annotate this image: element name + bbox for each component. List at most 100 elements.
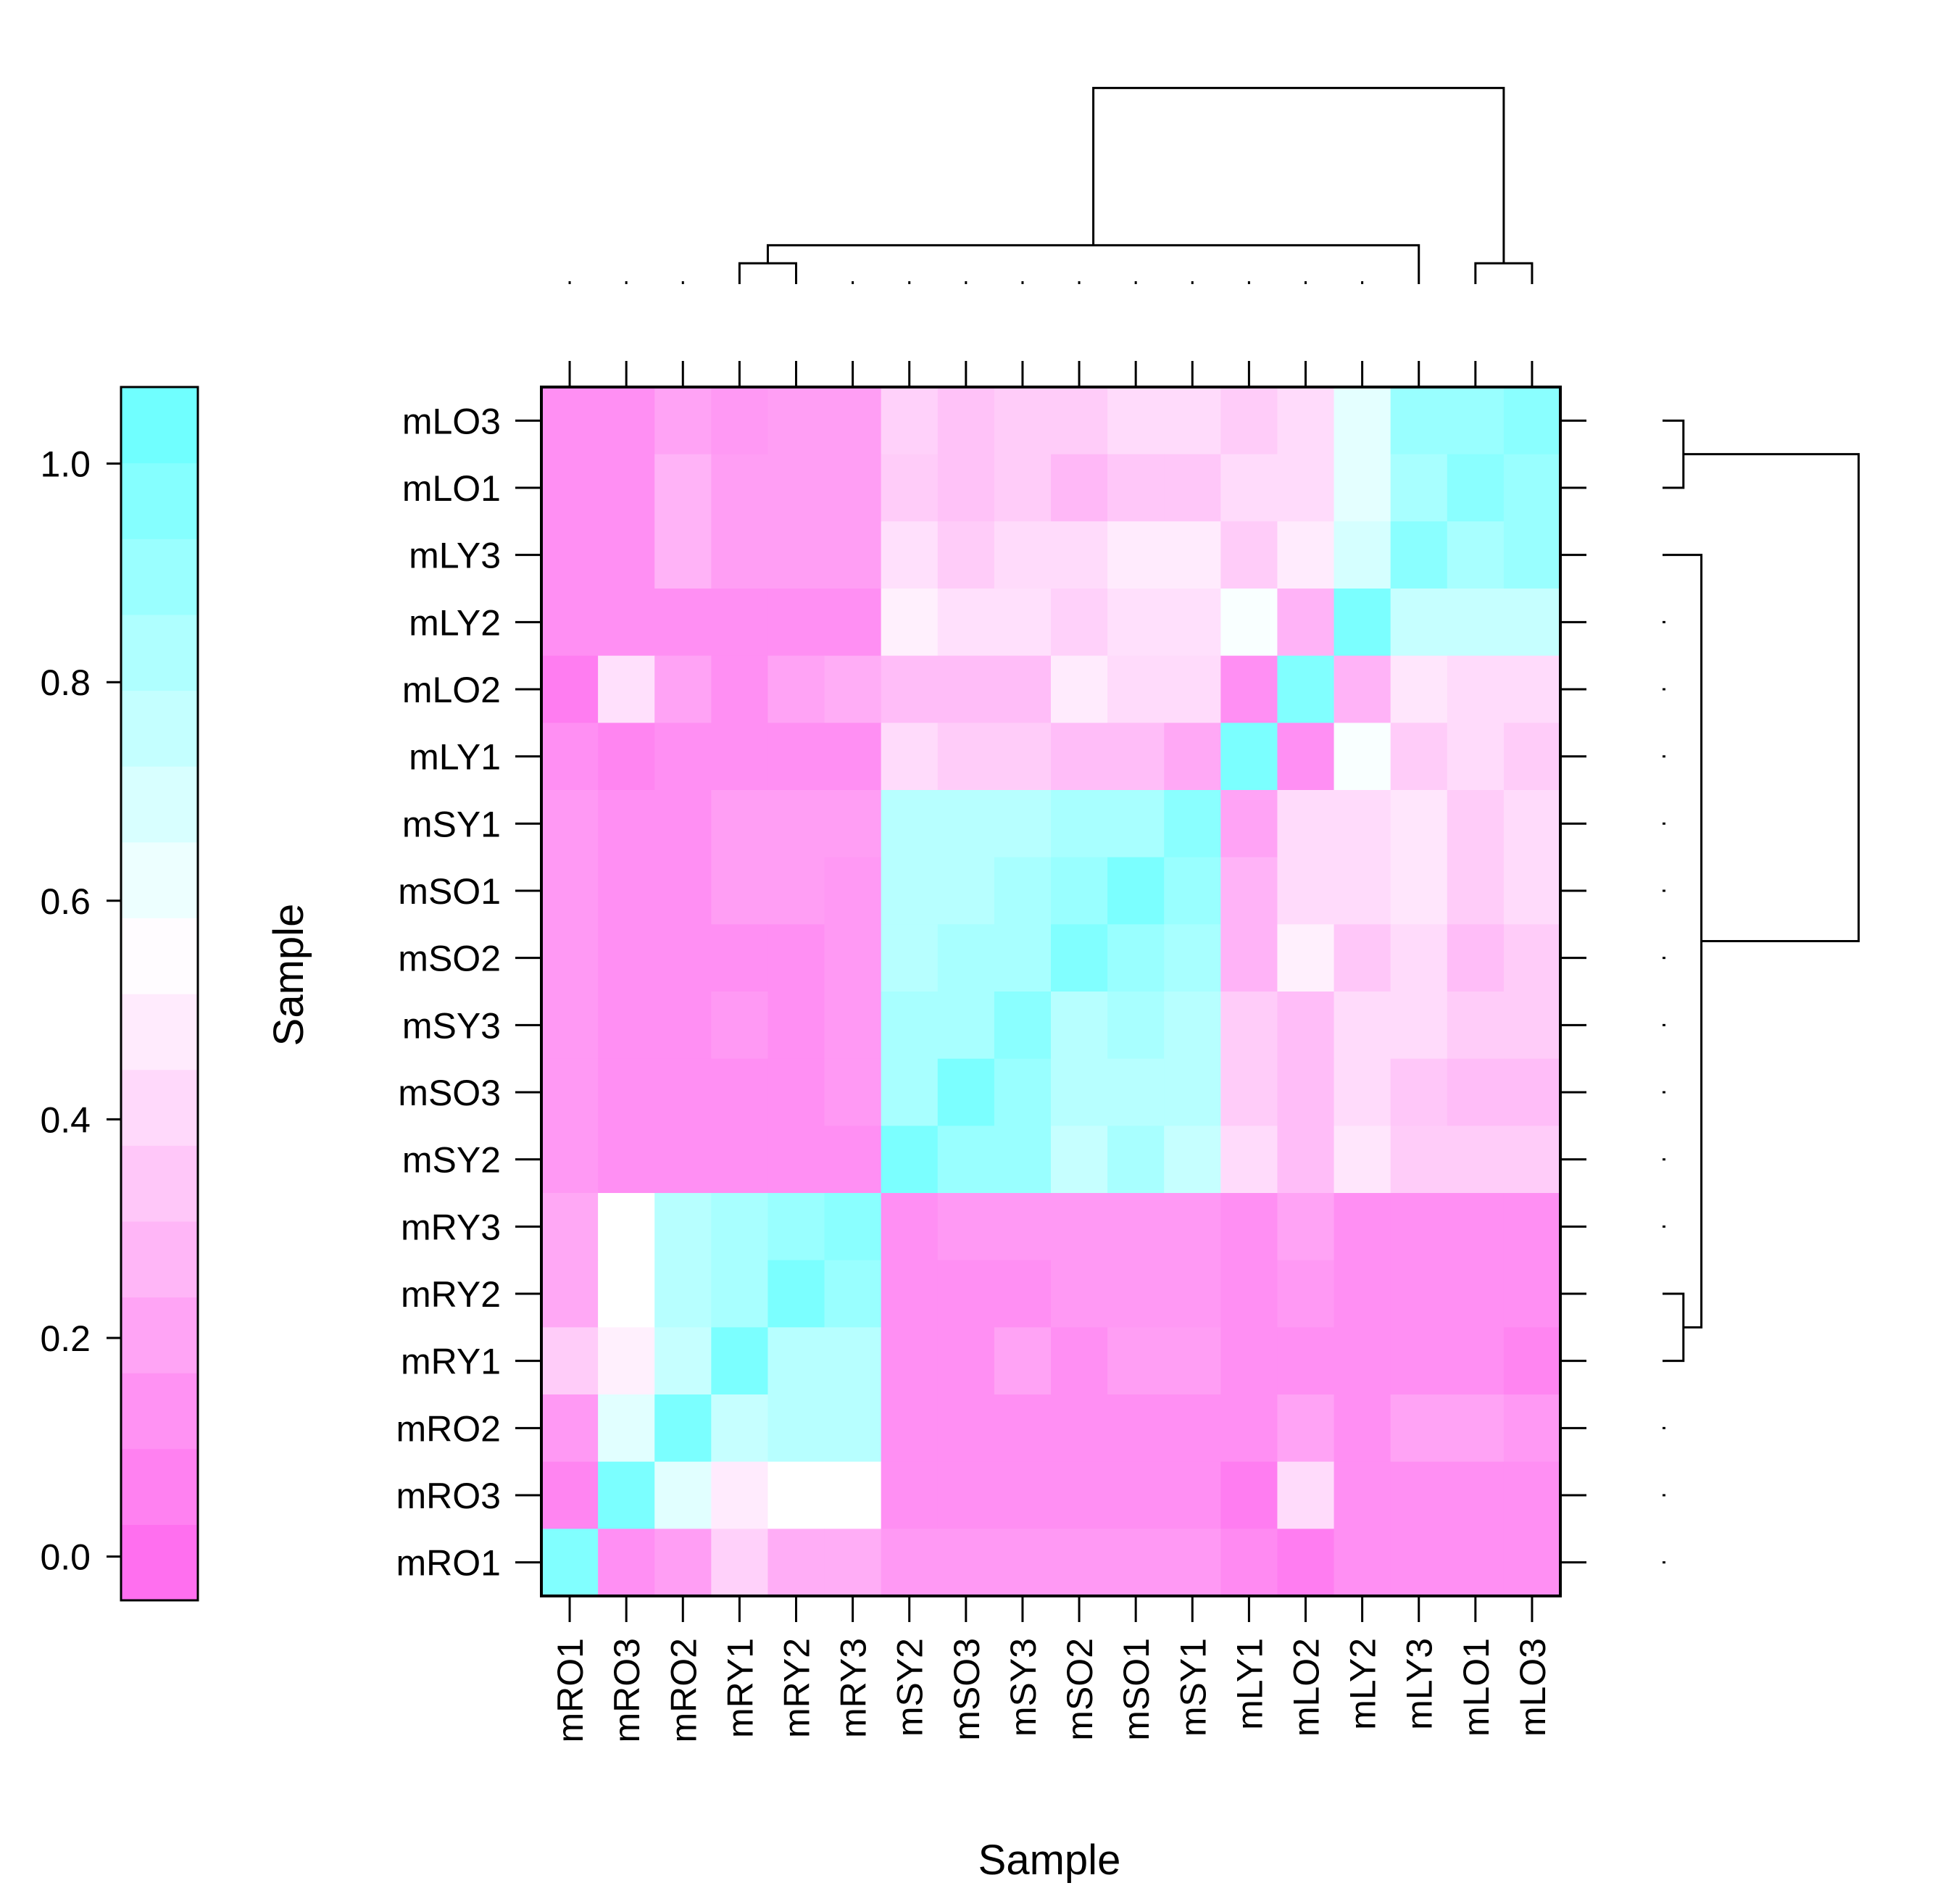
heatmap-cell — [1051, 387, 1108, 455]
heatmap-cell — [1277, 924, 1335, 992]
heatmap-cell — [1334, 857, 1391, 925]
heatmap-cell — [937, 1193, 995, 1261]
colorbar-step — [121, 690, 198, 767]
x-tick-label: mLY3 — [1399, 1638, 1440, 1730]
heatmap-cell — [654, 655, 712, 723]
heatmap-cell — [1277, 1193, 1335, 1261]
heatmap-cell — [711, 387, 769, 455]
heatmap-cell — [1447, 1394, 1505, 1463]
heatmap-cell — [598, 1126, 655, 1194]
heatmap-cell — [1334, 521, 1391, 589]
colorbar-step — [121, 539, 198, 615]
heatmap-cell — [541, 1529, 599, 1597]
heatmap-cell — [824, 1327, 882, 1395]
heatmap-cell — [1334, 655, 1391, 723]
heatmap-cell — [654, 723, 712, 791]
heatmap-cell — [711, 655, 769, 723]
heatmap-cell — [654, 1461, 712, 1529]
heatmap-cell — [1051, 790, 1108, 858]
heatmap-cell — [767, 589, 825, 657]
heatmap-cell — [1051, 723, 1108, 791]
heatmap-cell — [654, 1126, 712, 1194]
heatmap-cell — [711, 1058, 769, 1126]
x-tick-label: mSY2 — [890, 1638, 931, 1737]
heatmap-cell — [767, 387, 825, 455]
y-tick-label: mRO2 — [396, 1408, 501, 1449]
x-tick-label: mSY1 — [1173, 1638, 1213, 1737]
heatmap-cell — [1164, 589, 1221, 657]
heatmap-cell — [937, 454, 995, 522]
heatmap-cell — [1107, 387, 1165, 455]
heatmap-cell — [598, 1529, 655, 1597]
heatmap-cell — [1334, 1461, 1391, 1529]
heatmap-cell — [937, 521, 995, 589]
heatmap-cell — [767, 857, 825, 925]
heatmap-cell — [1277, 1461, 1335, 1529]
heatmap-cell — [711, 723, 769, 791]
heatmap-cell — [937, 1327, 995, 1395]
heatmap-cell — [1164, 521, 1221, 589]
heatmap-cell — [1447, 790, 1505, 858]
heatmap-cell — [937, 723, 995, 791]
heatmap-cell — [1277, 521, 1335, 589]
heatmap-cell — [541, 790, 599, 858]
heatmap-cell — [767, 924, 825, 992]
heatmap-cell — [937, 1260, 995, 1328]
heatmap-cell — [1220, 1394, 1278, 1463]
heatmap-cell — [654, 1529, 712, 1597]
colorbar-step — [121, 841, 198, 918]
heatmap-cell — [1503, 1327, 1561, 1395]
heatmap-cell — [1107, 454, 1165, 522]
heatmap-cell — [1334, 1327, 1391, 1395]
heatmap-cells — [541, 387, 1561, 1597]
heatmap-cell — [1164, 924, 1221, 992]
heatmap-cell — [1164, 655, 1221, 723]
heatmap-cell — [994, 1327, 1052, 1395]
heatmap-cell — [1334, 992, 1391, 1060]
colorbar-step — [121, 462, 198, 539]
y-tick-label: mSY2 — [402, 1140, 501, 1181]
heatmap-cell — [654, 454, 712, 522]
heatmap-cell — [824, 521, 882, 589]
heatmap-cell — [1503, 924, 1561, 992]
heatmap-cell — [598, 1193, 655, 1261]
x-tick-label: mSO1 — [1116, 1638, 1157, 1741]
dendrogram-branch — [1474, 262, 1534, 281]
heatmap-cell — [711, 1394, 769, 1463]
y-tick-label: mLO1 — [402, 468, 501, 509]
axis-tick-labels: mRO1 mLO3 mRO3 mLO1 mRO2 mLY3 mRY1 mLY2 mRY2 mLO2… — [396, 401, 1553, 1742]
heatmap-cell — [541, 454, 599, 522]
heatmap-cell — [767, 521, 825, 589]
heatmap-cell — [654, 790, 712, 858]
heatmap-cell — [1220, 1058, 1278, 1126]
heatmap-cell — [994, 1529, 1052, 1597]
heatmap-cell — [1447, 589, 1505, 657]
heatmap-cell — [881, 1058, 939, 1126]
heatmap-cell — [767, 1260, 825, 1328]
heatmap-cell — [1051, 655, 1108, 723]
colorbar-tick-label: 0.4 — [40, 1099, 91, 1140]
dendrogram-branch — [1683, 453, 1860, 942]
heatmap-cell — [1220, 924, 1278, 992]
heatmap-cell — [824, 387, 882, 455]
heatmap-cell — [937, 589, 995, 657]
heatmap-cell — [937, 924, 995, 992]
heatmap-cell — [598, 723, 655, 791]
heatmap-cell — [1107, 924, 1165, 992]
heatmap-cell — [881, 521, 939, 589]
heatmap-cell — [1164, 1058, 1221, 1126]
heatmap-cell — [541, 1126, 599, 1194]
heatmap-cell — [1277, 723, 1335, 791]
x-tick-label: mLO1 — [1456, 1638, 1497, 1737]
heatmap-cell — [541, 387, 599, 455]
heatmap-cell — [711, 1461, 769, 1529]
heatmap-cell — [1503, 992, 1561, 1060]
heatmap-cell — [711, 790, 769, 858]
heatmap-cell — [1390, 1260, 1448, 1328]
heatmap-cell — [1277, 655, 1335, 723]
heatmap-cell — [767, 1058, 825, 1126]
heatmap-frame — [540, 386, 1562, 1597]
heatmap-cell — [1220, 790, 1278, 858]
heatmap-cell — [994, 723, 1052, 791]
y-tick-label: mLO2 — [402, 670, 501, 710]
